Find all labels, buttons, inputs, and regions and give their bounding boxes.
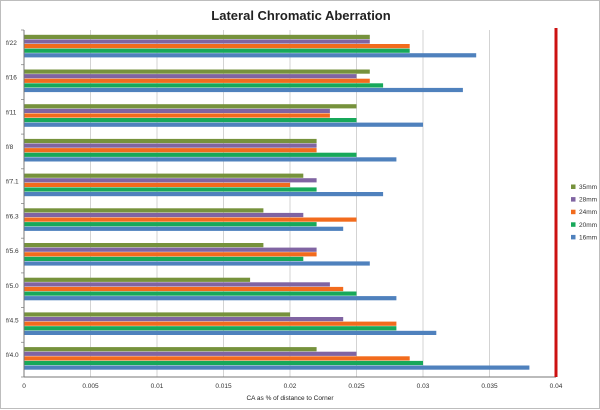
bar-28mm-f63 bbox=[24, 212, 304, 218]
bar-16mm-f22 bbox=[24, 53, 477, 58]
bar-28mm-f50 bbox=[24, 282, 330, 287]
bar-16mm-f40 bbox=[24, 365, 530, 370]
bar-16mm-f45 bbox=[24, 330, 437, 335]
legend-swatch-28mm bbox=[571, 197, 576, 202]
bar-20mm-f56 bbox=[24, 256, 304, 261]
bar-24mm-f45 bbox=[24, 321, 397, 326]
legend-swatch-24mm bbox=[571, 209, 576, 215]
bar-20mm-f50 bbox=[24, 291, 357, 296]
bar-24mm-f40 bbox=[24, 356, 410, 361]
bar-20mm-f8 bbox=[24, 152, 357, 157]
bar-16mm-f56 bbox=[24, 261, 370, 266]
legend-label-24mm: 24mm bbox=[579, 209, 597, 216]
x-tick-label: 0.005 bbox=[82, 383, 99, 390]
bar-28mm-f8 bbox=[24, 143, 317, 148]
bar-35mm-f45 bbox=[24, 312, 290, 317]
bar-35mm-f56 bbox=[24, 243, 264, 248]
bar-20mm-f45 bbox=[24, 326, 397, 331]
y-tick-label: f/22 bbox=[6, 40, 17, 47]
bar-24mm-f16 bbox=[24, 78, 370, 83]
bar-24mm-f71 bbox=[24, 182, 290, 187]
bar-20mm-f16 bbox=[24, 83, 384, 88]
y-tick-label: f/7.1 bbox=[6, 179, 19, 186]
bar-35mm-f40 bbox=[24, 347, 317, 352]
legend-label-16mm: 16mm bbox=[579, 234, 597, 241]
bar-35mm-f63 bbox=[24, 208, 264, 213]
bar-28mm-f71 bbox=[24, 178, 317, 183]
y-tick-label: f/4.5 bbox=[6, 317, 19, 324]
bar-35mm-f71 bbox=[24, 173, 304, 178]
bar-28mm-f56 bbox=[24, 247, 317, 252]
x-axis-title: CA as % of distance to Corner bbox=[246, 395, 334, 402]
x-tick-label: 0.03 bbox=[417, 383, 430, 390]
x-tick-label: 0.015 bbox=[215, 383, 232, 390]
x-tick-label: 0.01 bbox=[151, 383, 164, 390]
x-tick-label: 0.04 bbox=[550, 383, 563, 390]
bar-16mm-f50 bbox=[24, 296, 397, 301]
y-tick-label: f/5.6 bbox=[6, 248, 19, 255]
y-tick-label: f/6.3 bbox=[6, 213, 19, 220]
bar-24mm-f22 bbox=[24, 44, 410, 49]
chart-title: Lateral Chromatic Aberration bbox=[211, 8, 390, 23]
bar-16mm-f8 bbox=[24, 157, 397, 162]
legend-label-20mm: 20mm bbox=[579, 222, 597, 229]
y-tick-label: f/16 bbox=[6, 75, 17, 82]
x-tick-label: 0.035 bbox=[481, 383, 498, 390]
bar-20mm-f11 bbox=[24, 118, 357, 123]
bar-24mm-f63 bbox=[24, 217, 357, 222]
y-tick-label: f/5.0 bbox=[6, 283, 19, 290]
bar-20mm-f22 bbox=[24, 48, 410, 53]
bar-35mm-f50 bbox=[24, 277, 251, 282]
bar-20mm-f71 bbox=[24, 187, 317, 192]
bar-24mm-f8 bbox=[24, 148, 317, 153]
x-tick-label: 0.02 bbox=[284, 383, 297, 390]
bar-24mm-f56 bbox=[24, 252, 317, 257]
legend-swatch-16mm bbox=[571, 234, 576, 240]
bar-28mm-f22 bbox=[24, 39, 370, 44]
bar-28mm-f11 bbox=[24, 108, 330, 113]
legend-label-35mm: 35mm bbox=[579, 184, 597, 191]
bar-28mm-f45 bbox=[24, 317, 344, 322]
bar-16mm-f16 bbox=[24, 87, 463, 93]
bar-16mm-f63 bbox=[24, 226, 344, 231]
y-tick-label: f/4.0 bbox=[6, 352, 19, 359]
legend-swatch-20mm bbox=[571, 222, 576, 227]
bar-35mm-f16 bbox=[24, 69, 370, 74]
y-tick-label: f/8 bbox=[6, 144, 14, 151]
x-tick-label: 0.025 bbox=[348, 383, 365, 390]
bar-24mm-f11 bbox=[24, 113, 330, 118]
bar-16mm-f11 bbox=[24, 122, 423, 127]
bar-20mm-f40 bbox=[24, 360, 423, 366]
x-tick-label: 0 bbox=[22, 383, 26, 390]
bar-28mm-f40 bbox=[24, 351, 357, 356]
bar-35mm-f11 bbox=[24, 104, 357, 109]
legend-swatch-35mm bbox=[571, 184, 576, 189]
bar-35mm-f8 bbox=[24, 138, 317, 144]
legend-label-28mm: 28mm bbox=[579, 197, 597, 204]
bar-35mm-f22 bbox=[24, 34, 370, 39]
bar-28mm-f16 bbox=[24, 74, 357, 79]
bar-24mm-f50 bbox=[24, 286, 344, 292]
bar-20mm-f63 bbox=[24, 222, 317, 227]
y-tick-label: f/11 bbox=[6, 109, 17, 116]
bar-16mm-f71 bbox=[24, 192, 384, 197]
